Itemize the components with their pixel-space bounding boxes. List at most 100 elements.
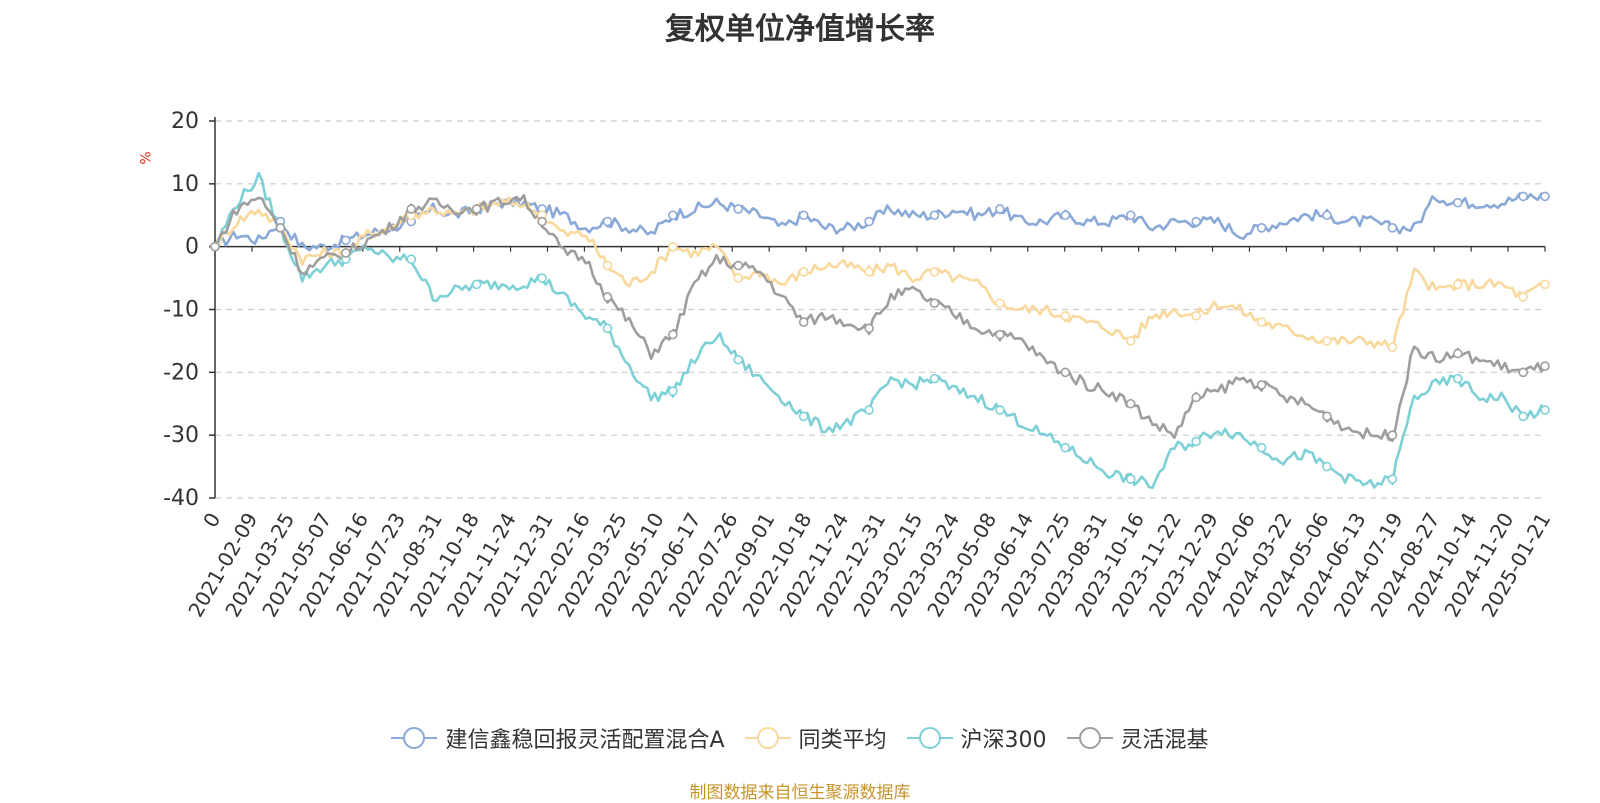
series-marker <box>602 216 613 227</box>
series-marker <box>864 216 874 227</box>
series-marker <box>1387 474 1398 484</box>
legend-symbol-circle <box>918 727 941 749</box>
y-tick-label: -10 <box>163 298 199 323</box>
series-marker <box>602 323 613 334</box>
series-marker <box>1256 442 1267 453</box>
y-tick-label: 0 <box>185 235 199 260</box>
series-line <box>213 171 1547 489</box>
legend-symbol <box>744 727 791 749</box>
series-marker <box>1540 405 1550 415</box>
legend-item[interactable]: 同类平均 <box>744 722 887 754</box>
series-marker <box>668 386 678 396</box>
series-marker <box>1322 336 1332 346</box>
series-marker <box>1322 461 1332 472</box>
legend-symbol-circle <box>756 727 779 749</box>
series-marker <box>1518 367 1528 378</box>
series-marker <box>602 260 613 271</box>
series-marker <box>1125 210 1136 221</box>
series-marker <box>406 204 417 214</box>
series-marker <box>1452 279 1463 290</box>
series-marker <box>1387 342 1398 353</box>
series-line <box>213 194 1547 442</box>
series-marker <box>929 298 940 309</box>
series-marker <box>1387 223 1398 233</box>
series-marker <box>798 266 809 277</box>
series-marker <box>864 405 874 415</box>
series-marker <box>537 273 547 283</box>
y-tick-label: 10 <box>171 172 199 197</box>
series-marker <box>341 248 351 258</box>
axes <box>209 117 1546 499</box>
legend-label: 灵活混基 <box>1120 728 1209 753</box>
series-marker <box>471 279 482 290</box>
series-marker <box>733 204 744 214</box>
series-marker <box>1540 361 1550 371</box>
series-marker <box>995 298 1005 309</box>
series-marker <box>864 323 874 334</box>
series-marker <box>210 241 220 252</box>
series-marker <box>1191 310 1201 321</box>
series-marker <box>668 329 678 340</box>
series-marker <box>1060 210 1071 221</box>
series-marker <box>602 292 613 302</box>
series-marker <box>1191 436 1201 447</box>
legend-item[interactable]: 灵活混基 <box>1066 722 1209 754</box>
y-tick-label: -40 <box>163 486 199 511</box>
legend-symbol-circle <box>1078 727 1101 749</box>
legend-symbol <box>1066 727 1113 749</box>
legend-label: 建信鑫稳回报灵活配置混合A <box>445 728 725 753</box>
legend-symbol <box>906 727 953 749</box>
data-source-note: 制图数据来自恒生聚源数据库 <box>689 783 911 803</box>
series-marker <box>1452 373 1463 384</box>
chart-title: 复权单位净值增长率 <box>665 12 935 47</box>
series-marker <box>1191 216 1201 227</box>
series-marker <box>929 210 940 221</box>
series-marker <box>798 210 809 221</box>
y-tick-label: -20 <box>163 360 199 385</box>
legend-label: 沪深300 <box>960 728 1047 753</box>
series-marker <box>1387 430 1398 440</box>
series-marker <box>733 273 744 283</box>
series-marker <box>1322 210 1332 221</box>
tick-labels: 20100-10-20-30-4002021-02-092021-03-2520… <box>163 109 1555 621</box>
series-marker <box>864 266 874 277</box>
series-marker <box>1540 191 1550 202</box>
series-marker <box>1060 442 1071 453</box>
series-marker <box>995 405 1005 415</box>
legend-item[interactable]: 建信鑫稳回报灵活配置混合A <box>391 722 725 754</box>
series-marker <box>1322 411 1332 422</box>
series-marker <box>1256 380 1267 390</box>
series-marker <box>471 204 482 214</box>
legend-item[interactable]: 沪深300 <box>906 722 1047 754</box>
series-marker <box>1060 367 1071 378</box>
series-marker <box>1518 411 1528 422</box>
series-marker <box>733 354 744 365</box>
series-marker <box>668 210 678 221</box>
series-marker <box>1060 310 1071 321</box>
x-tick-label: 0 <box>198 509 225 532</box>
series-marker <box>995 204 1005 214</box>
series-marker <box>1518 191 1528 202</box>
series-marker <box>1518 292 1528 302</box>
series-marker <box>668 241 678 252</box>
grid-lines <box>215 120 1545 499</box>
series-marker <box>733 260 744 271</box>
series-marker <box>1452 348 1463 359</box>
legend: 建信鑫稳回报灵活配置混合A 同类平均 沪深300 灵活混基 <box>0 720 1600 756</box>
legend-symbol-circle <box>403 727 426 749</box>
series-marker <box>537 216 547 227</box>
legend-label: 同类平均 <box>798 728 887 753</box>
series-marker <box>406 254 417 265</box>
series-marker <box>1125 336 1136 346</box>
y-tick-label: -30 <box>163 423 199 448</box>
legend-symbol <box>391 727 438 749</box>
series-marker <box>1191 392 1201 403</box>
series-marker <box>1452 197 1463 208</box>
series-marker <box>929 373 940 384</box>
series-marker <box>929 266 940 277</box>
series-marker <box>1256 317 1267 327</box>
series-marker <box>1256 223 1267 233</box>
series-marker <box>1125 474 1136 484</box>
